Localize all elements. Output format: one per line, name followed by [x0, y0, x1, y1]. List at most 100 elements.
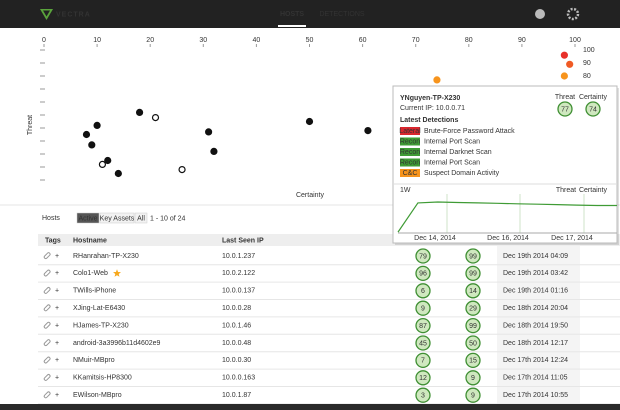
threat-score: 79 [419, 253, 427, 260]
scatter-point[interactable] [560, 72, 568, 80]
scatter-point[interactable] [364, 127, 372, 135]
scatter-point[interactable] [98, 160, 107, 168]
settings-icon[interactable] [566, 7, 580, 21]
threat-badge [415, 352, 431, 369]
filter-button[interactable] [99, 212, 135, 224]
certainty-badge [465, 265, 481, 282]
tag-icon[interactable] [43, 287, 51, 294]
last-detection: Dec 19th 2014 01:16 [503, 288, 568, 295]
logo-icon-inner [43, 10, 50, 17]
scatter-point[interactable] [114, 169, 122, 178]
nav-bar [0, 0, 620, 28]
scatter-point[interactable] [305, 117, 314, 126]
filter-label[interactable]: All [137, 215, 145, 222]
ip: 10.0.0.28 [222, 305, 251, 312]
scatter-point[interactable] [205, 128, 213, 136]
filter-label[interactable]: Key Assets [100, 215, 135, 222]
trend-date: Dec 16, 2014 [487, 235, 529, 242]
tag-icon[interactable] [43, 304, 51, 312]
detection-tag: Lateral [399, 128, 421, 135]
threat-badge [415, 335, 431, 351]
add-tag[interactable]: + [55, 305, 59, 312]
last-detection: Dec 18th 2014 20:04 [503, 305, 568, 312]
threat-score: 7 [421, 358, 425, 365]
detection-tag: Recon [400, 160, 420, 167]
tag-icon[interactable] [43, 269, 51, 277]
x-tick-label: 20 [146, 37, 154, 44]
scatter-point[interactable] [151, 113, 160, 122]
x-tick-label: 90 [518, 37, 526, 44]
tab-underline [278, 25, 306, 27]
scatter-point[interactable] [104, 156, 112, 165]
hosts-title: Hosts [42, 215, 60, 222]
threat-badge [415, 283, 431, 299]
add-tag[interactable]: + [55, 322, 59, 329]
table-header: Last Seen IP [222, 237, 264, 244]
scatter-point[interactable] [210, 147, 218, 155]
hostname: android-3a3996b11d4602e9 [73, 340, 161, 347]
x-tick-label: 60 [359, 37, 367, 44]
filter-label[interactable]: Active [78, 215, 97, 222]
detection-name: Internal Darknet Scan [424, 149, 492, 156]
scatter-point[interactable] [433, 76, 441, 84]
detection-tag-bg [400, 127, 420, 135]
ip: 10.0.0.137 [222, 288, 255, 295]
detection-tag: Recon [400, 139, 420, 146]
add-tag[interactable]: + [55, 375, 59, 382]
certainty-badge [465, 248, 481, 264]
scatter-point[interactable] [82, 130, 91, 139]
scatter-point[interactable] [566, 60, 574, 68]
hostname: RHanrahan-TP-X230 [73, 253, 139, 260]
ip: 10.0.1.237 [222, 253, 255, 260]
detection-name: Internal Port Scan [424, 159, 480, 166]
nav-tab[interactable]: DETECTIONS [319, 11, 364, 18]
detection-tag-bg [400, 169, 420, 177]
add-tag[interactable]: + [55, 340, 59, 347]
last-detection: Dec 17th 2014 10:55 [503, 392, 568, 399]
detection-tag: C&C [403, 170, 418, 177]
y-axis-label: Threat [27, 115, 34, 135]
threat-score: 45 [419, 340, 427, 347]
hostname: Colo1-Web [73, 270, 108, 277]
add-tag[interactable]: + [55, 288, 59, 295]
hostname: XJing-Lat-E6430 [73, 305, 125, 312]
popup-ip: Current IP: 10.0.0.71 [400, 105, 465, 112]
filter-button[interactable] [76, 212, 100, 224]
filter-button[interactable] [134, 212, 148, 224]
scatter-point[interactable] [135, 108, 144, 117]
ip: 10.0.1.87 [222, 392, 251, 399]
tag-icon[interactable] [43, 321, 51, 329]
last-detection: Dec 19th 2014 04:09 [503, 253, 568, 260]
hostname: TWills-iPhone [73, 288, 116, 295]
hostname: EWilson-MBpro [73, 392, 122, 399]
hostname: HJames-TP-X230 [73, 322, 129, 329]
scatter-point[interactable] [88, 141, 96, 149]
globe-icon[interactable] [535, 9, 545, 19]
add-tag[interactable]: + [55, 357, 59, 364]
tag-icon[interactable] [43, 252, 51, 260]
detection-name: Brute-Force Password Attack [424, 128, 515, 135]
add-tag[interactable]: + [55, 270, 59, 277]
nav-tab[interactable]: HOSTS [280, 11, 304, 18]
add-tag[interactable]: + [55, 392, 59, 399]
tag-icon[interactable] [43, 391, 51, 399]
scatter-point[interactable] [560, 51, 568, 59]
detection-tag-bg [400, 158, 420, 167]
threat-badge [415, 248, 431, 264]
detection-tag: Recon [400, 149, 420, 156]
tag-icon[interactable] [43, 374, 51, 381]
scatter-point[interactable] [178, 166, 186, 174]
threat-score: 87 [419, 323, 427, 330]
ip: 10.0.2.122 [222, 270, 255, 277]
scatter-point[interactable] [93, 121, 101, 130]
x-tick-label: 70 [412, 37, 420, 44]
threat-score: 9 [421, 306, 425, 313]
tag-icon[interactable] [43, 356, 51, 364]
tag-icon[interactable] [43, 339, 51, 347]
certainty-score: 9 [471, 375, 475, 382]
threat-trend-line [397, 201, 617, 233]
add-tag[interactable]: + [55, 253, 59, 260]
date-column-bg [497, 234, 580, 410]
